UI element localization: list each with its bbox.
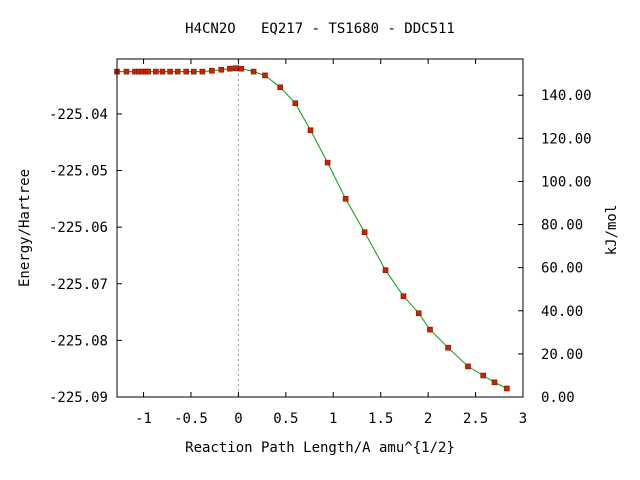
series-line xyxy=(117,67,508,389)
y-axis-right: 0.00 20.00 40.00 60.00 80.00 100.00 120.00 140.… xyxy=(518,88,592,406)
data-point xyxy=(415,310,422,317)
data-point xyxy=(199,68,206,75)
data-point xyxy=(174,68,181,75)
y2-tick-label: 80.00 xyxy=(541,218,583,234)
data-point xyxy=(427,326,433,333)
data-point xyxy=(361,229,368,235)
data-point xyxy=(232,65,239,71)
x-tick-label: 1 xyxy=(329,411,337,427)
data-point xyxy=(218,66,225,73)
data-point xyxy=(400,293,407,300)
y-axis-label: Energy/Hartree xyxy=(17,169,33,287)
plot-frame xyxy=(116,58,524,398)
x-tick-label: -0.5 xyxy=(174,411,208,427)
y2-tick-label: 20.00 xyxy=(541,347,583,363)
y2-tick-label: 40.00 xyxy=(541,304,583,320)
y-tick-label: -225.05 xyxy=(49,164,108,180)
data-point xyxy=(491,379,498,386)
y2-axis-label: kJ/mol xyxy=(604,205,620,256)
y-tick-label: -225.08 xyxy=(49,333,108,349)
x-tick-label: 2.5 xyxy=(463,411,488,427)
data-point xyxy=(480,372,487,379)
data-point xyxy=(504,385,510,392)
data-point xyxy=(227,65,233,72)
x-tick-label: 1.5 xyxy=(368,411,393,427)
x-tick-label: 2 xyxy=(424,411,432,427)
y-tick-label: -225.04 xyxy=(49,107,108,123)
data-point xyxy=(465,363,471,370)
data-point xyxy=(342,196,349,202)
y-tick-label: -225.06 xyxy=(49,220,108,236)
y-tick-label: -225.07 xyxy=(49,277,108,293)
data-point xyxy=(209,67,215,74)
x-tick-label: 0.5 xyxy=(273,411,298,427)
data-point xyxy=(191,68,197,75)
data-point xyxy=(123,68,130,75)
data-point xyxy=(307,127,314,134)
x-tick-label: 0 xyxy=(234,411,242,427)
data-point xyxy=(382,267,389,274)
y2-tick-label: 120.00 xyxy=(541,131,592,147)
x-tick-label: 3 xyxy=(519,411,527,427)
data-point xyxy=(159,68,166,75)
data-point xyxy=(292,100,299,106)
x-axis-label: Reaction Path Length/A amu^{1/2} xyxy=(185,440,455,456)
y-axis-left: -225.04 -225.05 -225.06 -225.07 -225.08 -225.… xyxy=(49,107,122,406)
data-point xyxy=(145,68,152,75)
plot-area xyxy=(114,59,510,397)
y2-tick-label: 100.00 xyxy=(541,174,592,190)
x-tick-label: -1 xyxy=(135,411,152,427)
data-point xyxy=(250,68,257,75)
data-point xyxy=(153,68,159,75)
y-tick-label: -225.09 xyxy=(49,390,108,406)
y2-tick-label: 0.00 xyxy=(541,390,575,406)
data-point xyxy=(183,68,189,75)
y2-tick-label: 60.00 xyxy=(541,261,583,277)
data-point xyxy=(445,344,451,351)
data-point xyxy=(238,65,245,72)
data-point xyxy=(262,72,268,79)
y2-tick-label: 140.00 xyxy=(541,88,592,104)
chart-title: H4CN2O EQ217 - TS1680 - DDC511 xyxy=(185,21,455,37)
x-axis: -1 -0.5 0 0.5 1 1.5 2 2.5 3 xyxy=(135,59,527,427)
data-point xyxy=(167,68,173,75)
data-point xyxy=(324,159,331,166)
data-point xyxy=(277,84,284,91)
